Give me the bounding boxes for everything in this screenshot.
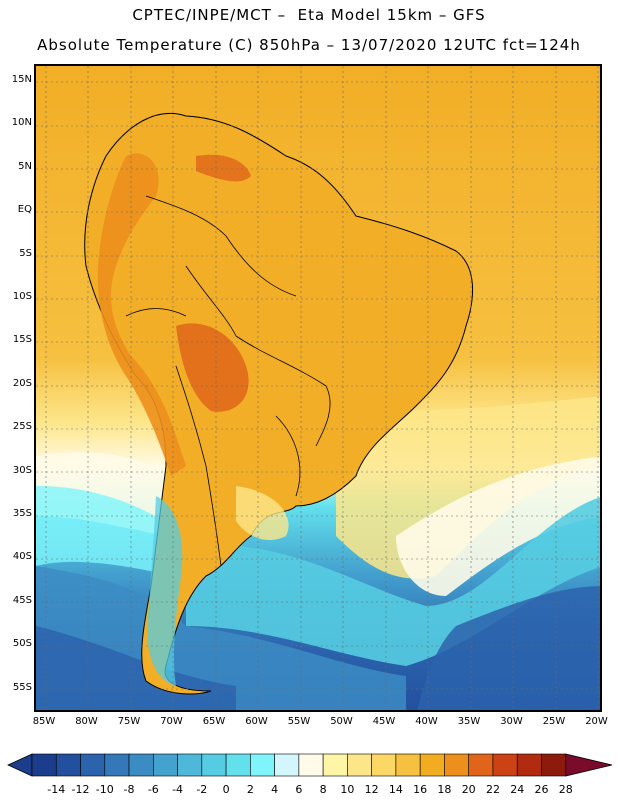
patagonia-cold-zone bbox=[147, 496, 183, 686]
colorbar-tick-label: 4 bbox=[271, 783, 279, 796]
lat-label: 55S bbox=[12, 681, 32, 693]
colorbar-max-arrow bbox=[565, 753, 613, 777]
temperature-map bbox=[36, 66, 600, 710]
colorbar-tick-label: 22 bbox=[485, 783, 500, 796]
lon-label: 55W bbox=[287, 716, 311, 727]
lon-label: 85W bbox=[32, 716, 56, 727]
lon-label: 65W bbox=[202, 716, 226, 727]
mild-atlantic-band bbox=[396, 456, 600, 596]
colorbar-cell bbox=[444, 753, 469, 777]
cold-southeast-band bbox=[417, 586, 600, 710]
lon-label: 30W bbox=[500, 716, 523, 727]
colorbar-cell bbox=[225, 753, 251, 777]
colorbar-tick-label: -6 bbox=[147, 783, 159, 796]
lat-label: 10S bbox=[12, 291, 32, 302]
colorbar-cell bbox=[298, 753, 324, 777]
chaco-hot-spot bbox=[176, 323, 249, 412]
lon-label: 70W bbox=[160, 716, 183, 727]
colorbar-cell bbox=[395, 753, 421, 777]
colorbar-tick-label: -12 bbox=[71, 783, 90, 796]
colorbar-cell bbox=[492, 753, 518, 777]
colorbar-cell bbox=[274, 753, 300, 777]
lon-label: 60W bbox=[245, 716, 268, 727]
colorbar-cell bbox=[250, 753, 275, 777]
colorbar-cell bbox=[153, 753, 178, 777]
colorbar-cell bbox=[31, 753, 57, 777]
lat-label: 20S bbox=[12, 377, 32, 389]
title-line-2: Absolute Temperature (C) 850hPa – 13/07/… bbox=[37, 36, 581, 54]
lat-label: 45S bbox=[12, 594, 32, 606]
colorbar-tick-label: 10 bbox=[340, 783, 355, 796]
colorbar-cell bbox=[128, 753, 154, 777]
cool-southern-band bbox=[186, 497, 600, 666]
colorbar-tick-label: 28 bbox=[558, 783, 573, 796]
lon-label: 25W bbox=[542, 716, 566, 727]
colorbar-cell bbox=[104, 753, 130, 777]
colorbar-min-arrow bbox=[7, 753, 33, 777]
lon-label: 80W bbox=[75, 716, 98, 727]
colorbar-cell bbox=[347, 753, 372, 777]
lat-label: 30S bbox=[12, 464, 32, 476]
colorbar-cell bbox=[516, 753, 542, 777]
lon-label: 45W bbox=[372, 716, 396, 727]
lon-label: 50W bbox=[330, 716, 353, 727]
lat-label: 15S bbox=[12, 334, 32, 346]
lat-label: 50S bbox=[12, 638, 32, 650]
lat-label: 35S bbox=[12, 508, 32, 519]
colorbar-cell bbox=[80, 753, 106, 777]
colorbar-tick-label: 6 bbox=[295, 783, 303, 796]
colorbar-cell bbox=[468, 753, 494, 777]
colorbar-tick-label: 14 bbox=[388, 783, 403, 796]
colorbar-cell bbox=[177, 753, 203, 777]
lat-label: 25S bbox=[12, 421, 32, 433]
colorbar-tick-label: 2 bbox=[246, 783, 254, 796]
lat-label: 5N bbox=[18, 160, 32, 172]
colorbar-tick-label: 18 bbox=[437, 783, 452, 796]
colorbar-tick-label: -8 bbox=[123, 783, 135, 796]
lon-label: 75W bbox=[117, 716, 141, 727]
venezuela-hot-spot bbox=[196, 154, 251, 182]
lat-label: 10N bbox=[11, 117, 32, 129]
colorbar-cell bbox=[55, 753, 81, 777]
colorbar-cell bbox=[541, 753, 567, 777]
colorbar-tick-label: -14 bbox=[47, 783, 66, 796]
andes-warm-zone bbox=[97, 153, 186, 476]
lat-lon-grid bbox=[36, 66, 600, 710]
colorbar-tick-label: 26 bbox=[534, 783, 549, 796]
country-borders bbox=[125, 195, 331, 567]
pampas-mild-zone bbox=[236, 486, 289, 541]
colorbar-tick-label: 0 bbox=[222, 783, 230, 796]
colorbar-cell bbox=[201, 753, 227, 777]
colorbar-cell bbox=[371, 753, 397, 777]
colorbar-cell bbox=[322, 753, 348, 777]
lat-label: 15N bbox=[11, 74, 32, 85]
colorbar-tick-label: -10 bbox=[95, 783, 114, 796]
colorbar-tick-label: -2 bbox=[196, 783, 208, 796]
colorbar-cell bbox=[419, 753, 445, 777]
colorbar-tick-label: 8 bbox=[319, 783, 327, 796]
lat-label: 40S bbox=[12, 551, 32, 563]
colorbar-tick-label: 20 bbox=[461, 783, 476, 796]
lon-label: 35W bbox=[457, 716, 481, 727]
colorbar-tick-label: 12 bbox=[364, 783, 379, 796]
lat-label: EQ bbox=[17, 204, 32, 216]
cool-pacific-band bbox=[36, 486, 186, 576]
colorbar-tick-label: 16 bbox=[413, 783, 428, 796]
lon-label: 20W bbox=[585, 716, 608, 727]
title-line-1: CPTEC/INPE/MCT – Eta Model 15km – GFS bbox=[132, 6, 486, 24]
colorbar-tick-label: -4 bbox=[172, 783, 184, 796]
lat-label: 5S bbox=[19, 247, 32, 259]
lon-label: 40W bbox=[415, 716, 438, 727]
colorbar-tick-label: 24 bbox=[510, 783, 525, 796]
map-panel bbox=[34, 64, 602, 712]
colorbar bbox=[7, 753, 613, 777]
